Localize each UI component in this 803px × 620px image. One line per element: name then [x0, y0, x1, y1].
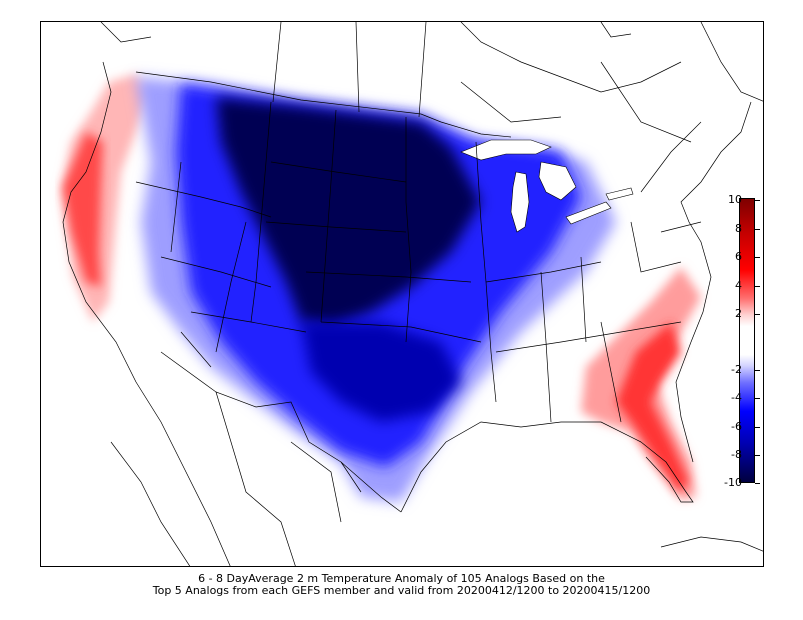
colorbar-tick-label: 8: [720, 223, 742, 235]
colorbar-tick: [755, 483, 760, 484]
colorbar: [739, 198, 755, 483]
colorbar-tick-label: -10: [720, 477, 742, 489]
hudson-bay-coast: [461, 22, 764, 102]
colorbar-tick: [755, 229, 760, 230]
temperature-anomaly-map: [41, 22, 764, 567]
colorbar-tick-label: 6: [720, 251, 742, 263]
colorbar-tick: [755, 200, 760, 201]
colorbar-tick: [755, 370, 760, 371]
colorbar-tick-label: -6: [720, 421, 742, 433]
colorbar-tick-label: -4: [720, 392, 742, 404]
map-caption: 6 - 8 DayAverage 2 m Temperature Anomaly…: [0, 573, 803, 597]
map-frame: [40, 21, 764, 567]
colorbar-tick: [755, 455, 760, 456]
colorbar-tick: [755, 257, 760, 258]
lake-ontario: [606, 188, 633, 200]
colorbar-tick-label: -8: [720, 449, 742, 461]
colorbar-tick: [755, 398, 760, 399]
colorbar-tick: [755, 427, 760, 428]
colorbar-tick-label: -2: [720, 364, 742, 376]
anomaly-shading: [61, 74, 701, 502]
caption-line-2: Top 5 Analogs from each GEFS member and …: [0, 585, 803, 597]
colorbar-tick-label: 10: [720, 194, 742, 206]
colorbar-tick-label: 2: [720, 308, 742, 320]
colorbar-tick: [755, 314, 760, 315]
colorbar-tick-label: 4: [720, 280, 742, 292]
colorbar-tick: [755, 286, 760, 287]
